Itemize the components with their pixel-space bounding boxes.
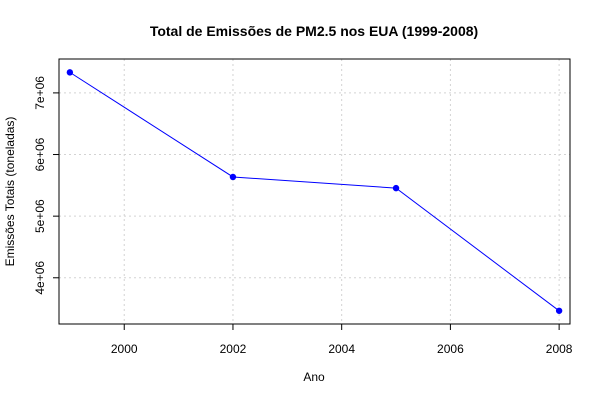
data-point [555,307,563,314]
x-tick-label: 2000 [111,342,138,356]
y-axis-label: Emissões Totais (toneladas) [3,117,17,267]
y-tick-label: 4e+06 [33,261,47,295]
data-point [229,173,237,181]
x-tick-label: 2004 [328,342,355,356]
x-tick-label: 2006 [437,342,464,356]
series-line [69,71,560,312]
data-point [392,184,400,192]
data-point [66,69,74,76]
series-layer [66,69,563,314]
x-axis: 2000 2002 2004 2006 2008 [111,324,573,356]
plot-frame [58,58,571,325]
x-axis-label: Ano [303,370,325,384]
y-tick-label: 7e+06 [33,76,47,110]
y-tick-label: 5e+06 [33,199,47,233]
x-tick-label: 2008 [546,342,573,356]
x-tick-label: 2002 [220,342,247,356]
y-axis: 4e+06 5e+06 6e+06 7e+06 [33,76,59,295]
chart-title: Total de Emissões de PM2.5 nos EUA (1999… [150,23,478,39]
grid [59,59,570,324]
y-tick-label: 6e+06 [33,137,47,171]
